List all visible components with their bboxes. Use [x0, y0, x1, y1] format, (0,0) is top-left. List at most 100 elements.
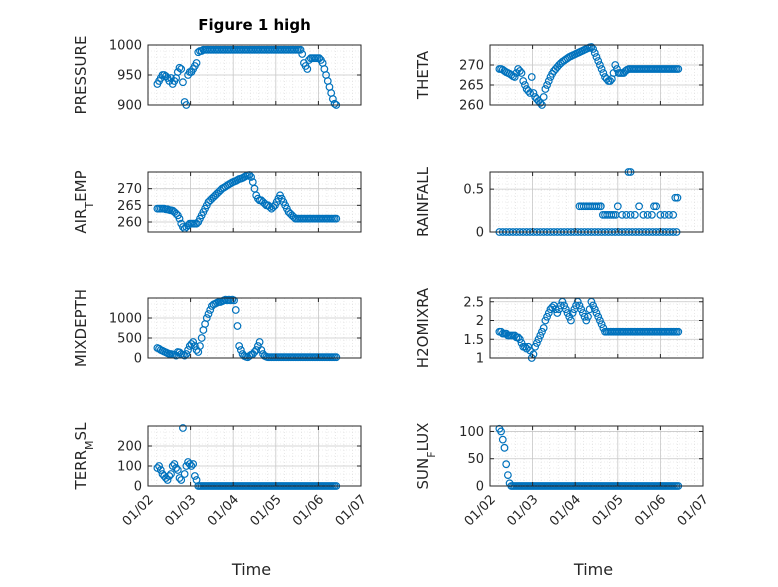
data-point	[185, 460, 194, 468]
panel-4: 0 0.5 RAINFALL	[414, 166, 704, 241]
data-point	[561, 305, 570, 314]
data-point	[175, 214, 184, 223]
data-point	[568, 309, 577, 317]
data-point	[578, 309, 587, 317]
data-point	[613, 202, 622, 211]
data-point	[236, 346, 245, 354]
data-point	[230, 296, 238, 305]
y-tick-label: 0	[476, 226, 484, 241]
data-point	[521, 342, 529, 351]
x-tick-label: 01/06	[290, 492, 327, 529]
data-point	[650, 202, 658, 211]
y-tick-label: 1	[476, 352, 484, 367]
data-point	[609, 210, 618, 219]
y-tick-label: 500	[117, 332, 142, 347]
data-point	[611, 61, 620, 69]
data-point	[255, 338, 264, 346]
data-point	[197, 334, 206, 342]
axes-box	[147, 425, 362, 487]
data-point	[175, 63, 184, 72]
x-tick-label: 01/02	[462, 492, 499, 529]
data-point	[296, 45, 305, 54]
y-tick-label: 1000	[109, 312, 142, 327]
data-point	[233, 322, 242, 330]
data-point	[626, 210, 635, 219]
data-point	[206, 306, 215, 314]
x-axis-label: Time	[573, 560, 613, 579]
data-point	[235, 342, 244, 350]
y-tick-label: 270	[459, 59, 484, 74]
data-point	[572, 301, 580, 310]
data-point	[330, 99, 339, 108]
data-point	[671, 193, 680, 202]
data-point	[577, 305, 586, 314]
data-point	[189, 338, 198, 346]
data-point	[594, 312, 603, 321]
data-point	[502, 460, 511, 469]
data-point	[536, 99, 545, 107]
data-point	[532, 339, 541, 347]
data-point	[172, 464, 181, 472]
data-point	[515, 67, 524, 75]
y-tick-label: 2.5	[463, 295, 484, 310]
data-point	[538, 327, 546, 336]
panel-7: 0 100 200 TERRMSL 01/02 01/03 01/04 01/05 01/06 0…	[72, 422, 370, 579]
data-point	[589, 301, 597, 310]
data-point	[328, 95, 337, 103]
y-axis-label-sub: M	[83, 440, 96, 450]
data-point	[167, 470, 175, 478]
data-point	[252, 346, 261, 354]
data-point	[180, 351, 189, 360]
data-point	[669, 210, 678, 219]
data-point	[592, 202, 601, 211]
data-point	[597, 65, 606, 73]
data-point	[156, 466, 165, 474]
data-point	[596, 202, 605, 211]
y-tick-label: 1000	[109, 39, 142, 54]
data-point	[202, 314, 211, 322]
data-point	[521, 81, 529, 89]
x-tick-label: 01/03	[504, 492, 541, 529]
data-point	[170, 460, 179, 468]
data-point	[182, 350, 191, 358]
y-tick-label: 0	[476, 480, 484, 495]
y-tick-label: 0	[134, 480, 142, 495]
data-point	[575, 301, 584, 310]
data-point	[551, 305, 560, 314]
data-point	[587, 43, 596, 51]
data-point	[332, 353, 341, 362]
data-point	[498, 435, 507, 444]
x-tick-label: 01/05	[248, 492, 285, 529]
data-point	[165, 472, 174, 480]
data-point	[534, 335, 543, 344]
data-point	[531, 342, 540, 351]
x-tick-label: 01/07	[675, 492, 712, 529]
data-point	[665, 210, 673, 219]
y-axis-label-sub: T	[83, 202, 96, 210]
data-point	[526, 89, 534, 97]
data-point	[544, 309, 553, 317]
data-point	[192, 59, 201, 67]
data-point	[630, 210, 639, 219]
x-tick-label: 01/04	[205, 492, 242, 529]
data-point	[594, 202, 603, 211]
panel-5: 0 500 1000 MIXDEPTH	[72, 289, 362, 367]
y-axis-label: MIXDEPTH	[72, 289, 90, 367]
data-point	[639, 210, 648, 219]
y-tick-label: 100	[117, 460, 142, 475]
data-point	[584, 312, 592, 321]
data-point	[580, 312, 589, 321]
data-point	[187, 462, 196, 470]
x-tick-label: 01/03	[162, 492, 199, 529]
data-point	[541, 85, 550, 93]
y-axis-label-part: EMP	[72, 170, 90, 201]
panel-3: 260 265 270 AIRTEMP	[72, 170, 362, 234]
y-axis-label-part: SL	[72, 422, 90, 441]
data-point	[189, 460, 198, 468]
y-tick-label: 2	[476, 314, 484, 329]
data-point	[539, 93, 548, 101]
axes-box	[489, 297, 704, 359]
data-point	[541, 316, 550, 325]
data-point	[519, 77, 528, 85]
